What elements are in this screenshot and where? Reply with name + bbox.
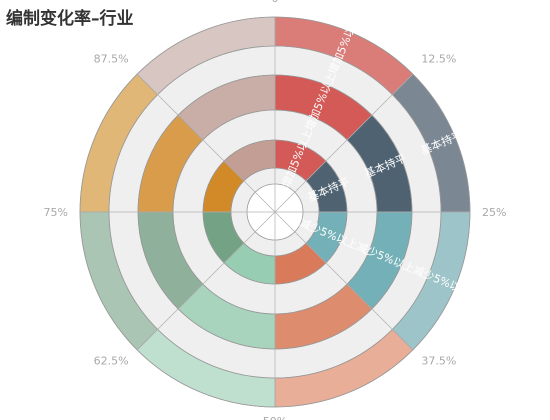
ring-segments: [79, 16, 471, 408]
polar-grid: [79, 16, 471, 408]
chart-title: 编制变化率–行业: [6, 9, 134, 29]
grid-spoke: [136, 73, 276, 213]
angle-tick-label: 62.5%: [94, 354, 129, 367]
angle-tick-label: 25%: [482, 206, 506, 219]
angle-tick-label: 37.5%: [421, 354, 456, 367]
grid-spoke: [274, 211, 414, 351]
angle-tick-label: 0: [272, 0, 279, 5]
grid-spoke: [274, 73, 414, 213]
angle-tick-labels: 0 12.5% 25% 37.5% 50% 62.5% 75% 87.5%: [44, 0, 507, 420]
angle-tick-label: 50%: [263, 415, 287, 420]
grid-spoke: [136, 211, 276, 351]
angle-tick-label: 87.5%: [94, 53, 129, 66]
angle-tick-label: 75%: [44, 206, 68, 219]
angle-tick-label: 12.5%: [421, 53, 456, 66]
